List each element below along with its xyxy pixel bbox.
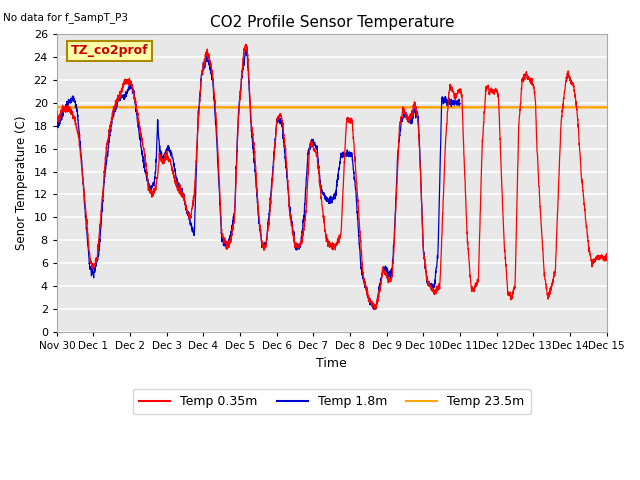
X-axis label: Time: Time [316,357,347,370]
Y-axis label: Senor Temperature (C): Senor Temperature (C) [15,116,28,250]
Text: No data for f_SampT_P3: No data for f_SampT_P3 [3,12,128,23]
Legend: Temp 0.35m, Temp 1.8m, Temp 23.5m: Temp 0.35m, Temp 1.8m, Temp 23.5m [133,389,531,414]
Title: CO2 Profile Sensor Temperature: CO2 Profile Sensor Temperature [209,15,454,30]
Text: TZ_co2prof: TZ_co2prof [70,44,148,58]
